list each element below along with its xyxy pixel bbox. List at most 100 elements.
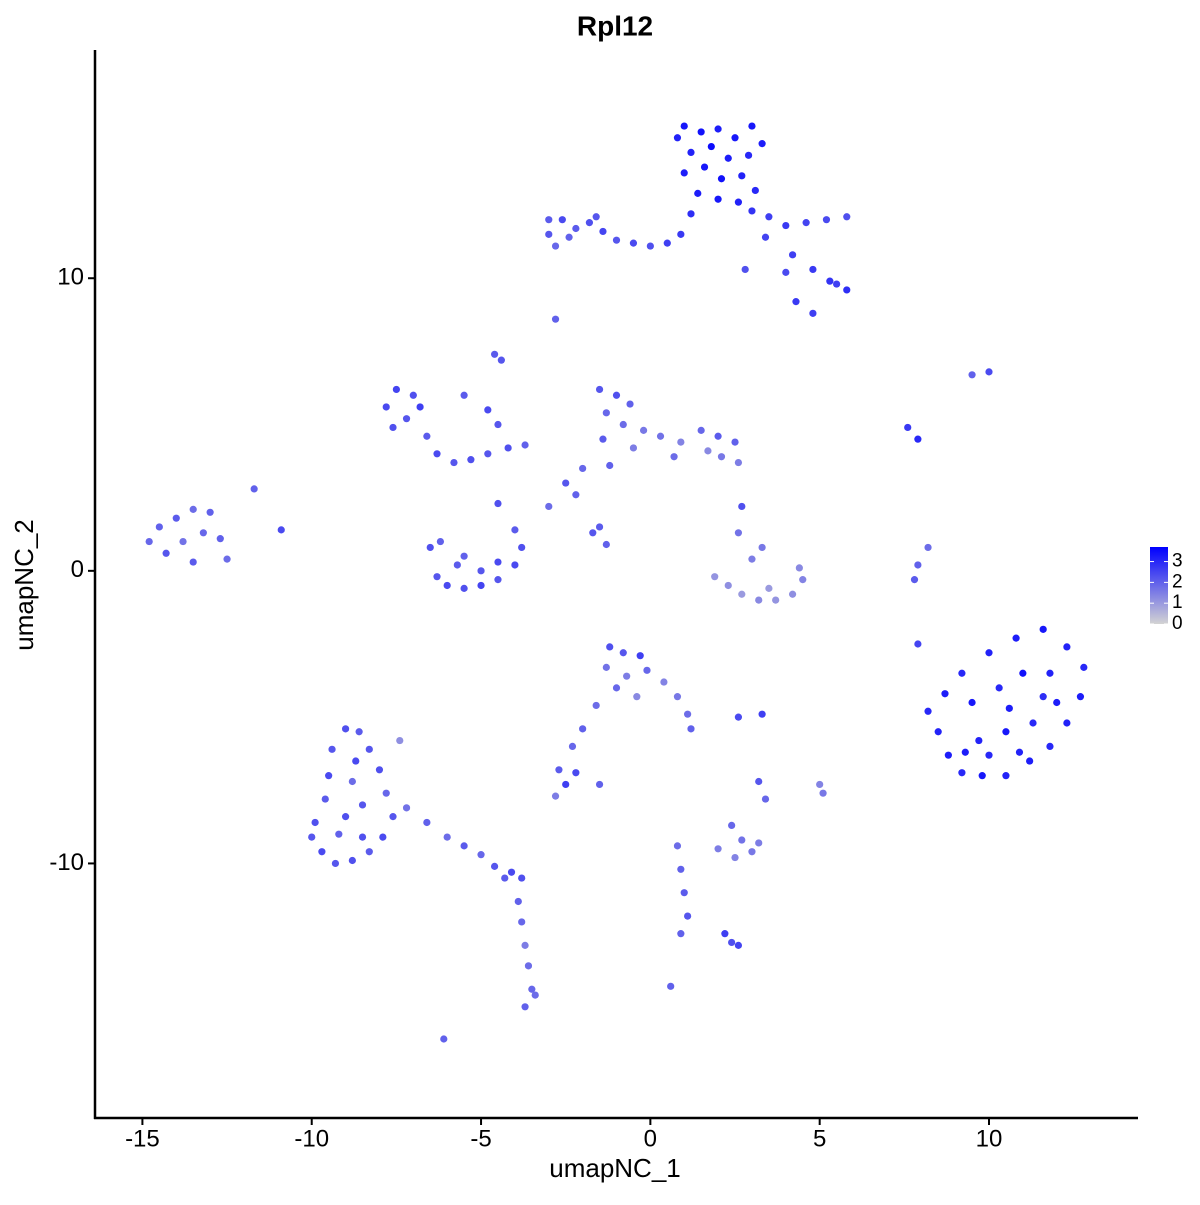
- point: [680, 169, 688, 177]
- point: [551, 242, 560, 250]
- point: [1002, 772, 1010, 780]
- point: [460, 552, 468, 560]
- y-tick-label: 0: [71, 556, 84, 583]
- x-tick-label: 10: [976, 1125, 1003, 1152]
- point: [1076, 693, 1085, 701]
- point: [1019, 669, 1027, 677]
- point: [623, 672, 631, 680]
- point: [189, 558, 197, 566]
- x-tick-label: -15: [125, 1125, 160, 1152]
- point: [724, 581, 732, 590]
- point: [782, 221, 790, 230]
- point: [189, 505, 197, 513]
- point: [904, 423, 912, 432]
- point: [599, 227, 607, 236]
- point: [494, 576, 502, 584]
- point: [606, 461, 614, 470]
- point: [978, 772, 986, 780]
- point: [518, 874, 526, 882]
- point: [738, 836, 746, 844]
- point: [379, 833, 387, 841]
- point: [321, 795, 329, 803]
- points: [145, 122, 1088, 1043]
- point: [697, 426, 705, 434]
- point: [1012, 634, 1020, 642]
- point: [467, 456, 475, 464]
- point: [545, 502, 553, 511]
- point: [521, 941, 529, 949]
- point: [409, 391, 417, 399]
- point: [358, 801, 367, 809]
- point: [497, 356, 505, 364]
- point: [507, 868, 516, 876]
- point: [748, 555, 756, 563]
- point: [402, 804, 411, 812]
- point: [680, 122, 688, 130]
- point: [755, 777, 763, 786]
- point: [494, 499, 502, 508]
- x-tick-label: 0: [644, 1125, 657, 1152]
- point: [511, 526, 519, 534]
- point: [1039, 693, 1047, 701]
- point: [579, 725, 587, 733]
- point: [325, 772, 333, 780]
- point: [592, 701, 600, 710]
- point: [501, 874, 509, 882]
- point: [396, 736, 404, 745]
- point: [639, 426, 648, 434]
- point: [355, 728, 363, 736]
- point: [595, 523, 604, 531]
- point: [985, 649, 993, 657]
- point: [565, 233, 573, 241]
- point: [799, 576, 807, 584]
- point: [941, 690, 949, 698]
- point: [599, 435, 607, 443]
- point: [782, 268, 790, 276]
- point: [484, 406, 492, 414]
- point: [382, 789, 390, 797]
- point: [809, 265, 817, 274]
- point: [697, 128, 705, 136]
- point: [1046, 742, 1054, 750]
- point: [494, 558, 502, 566]
- point: [440, 1035, 448, 1043]
- point: [545, 216, 553, 224]
- point: [670, 453, 678, 461]
- point: [365, 848, 373, 856]
- point: [728, 938, 736, 947]
- point: [562, 479, 570, 487]
- point: [477, 567, 485, 575]
- point: [792, 298, 800, 306]
- point: [484, 450, 492, 458]
- point: [318, 848, 326, 856]
- point: [436, 537, 445, 546]
- point: [677, 865, 685, 873]
- point: [714, 432, 722, 440]
- point: [924, 543, 932, 552]
- point: [223, 555, 231, 563]
- point: [748, 848, 756, 856]
- point: [738, 590, 746, 598]
- point: [375, 766, 384, 774]
- point: [179, 537, 187, 546]
- point: [714, 845, 722, 853]
- point: [551, 792, 560, 800]
- point: [684, 912, 692, 920]
- point: [1080, 663, 1088, 671]
- point: [443, 833, 451, 841]
- point: [392, 385, 400, 394]
- point: [612, 391, 621, 399]
- point: [602, 663, 610, 671]
- colorbar-tick-label: 0: [1172, 613, 1183, 634]
- point: [765, 584, 773, 592]
- point: [914, 435, 922, 443]
- point: [924, 707, 932, 715]
- point: [155, 523, 163, 531]
- point: [1026, 757, 1034, 765]
- point: [755, 839, 763, 847]
- point: [711, 573, 719, 581]
- point: [822, 216, 831, 224]
- point: [592, 213, 600, 221]
- point: [958, 669, 966, 677]
- point: [944, 751, 952, 759]
